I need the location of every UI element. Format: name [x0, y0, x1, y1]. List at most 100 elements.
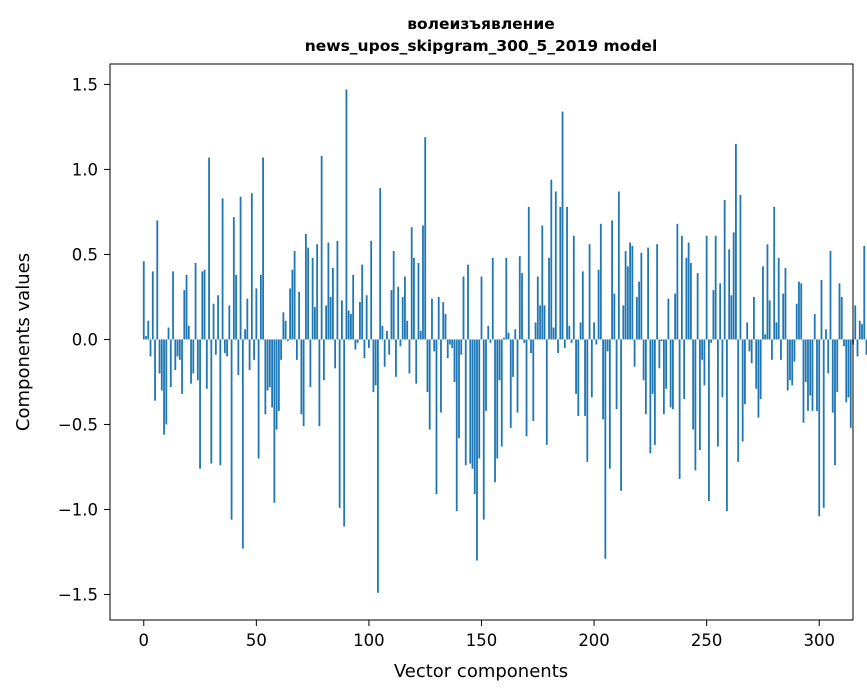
- y-tick-label: −1.5: [58, 585, 98, 604]
- bar: [692, 339, 695, 430]
- bar: [561, 111, 564, 340]
- bar: [372, 339, 375, 393]
- bar: [275, 339, 278, 430]
- bar: [449, 339, 451, 345]
- bar: [361, 264, 364, 340]
- bar: [289, 288, 292, 340]
- bar: [473, 339, 476, 495]
- bar: [613, 293, 616, 340]
- bar: [417, 262, 420, 340]
- bar: [413, 257, 415, 340]
- bar: [415, 339, 418, 384]
- bar: [498, 339, 501, 381]
- bar: [365, 295, 368, 340]
- bar: [563, 339, 566, 348]
- bar: [813, 313, 816, 340]
- bar: [480, 276, 483, 340]
- bar: [708, 339, 710, 501]
- bar: [255, 288, 258, 340]
- bar: [620, 339, 622, 491]
- bar: [755, 339, 758, 389]
- bar: [615, 339, 618, 410]
- bar: [374, 339, 377, 386]
- bar: [836, 339, 839, 393]
- bar: [496, 339, 499, 459]
- bar: [491, 257, 494, 340]
- bar: [458, 339, 460, 439]
- bar: [820, 279, 823, 340]
- y-tick-label: 0.0: [72, 330, 98, 349]
- bar: [717, 339, 719, 447]
- chart-title-line2: news_upos_skipgram_300_5_2019 model: [305, 37, 658, 55]
- bar: [338, 339, 341, 508]
- bar: [629, 242, 631, 340]
- bar: [728, 249, 731, 340]
- bar: [266, 339, 269, 391]
- bar: [829, 251, 832, 340]
- bar: [791, 339, 794, 386]
- bar: [757, 339, 760, 418]
- bar: [509, 339, 512, 428]
- bar: [604, 339, 607, 559]
- bar: [291, 269, 294, 340]
- bar: [611, 220, 613, 340]
- bar: [284, 320, 287, 340]
- bar: [352, 274, 355, 340]
- bar: [487, 325, 490, 340]
- bar: [395, 339, 397, 377]
- bar: [408, 339, 411, 374]
- bar: [822, 339, 825, 508]
- bar: [638, 281, 641, 340]
- bar: [440, 339, 442, 413]
- x-tick-label: 50: [246, 631, 267, 650]
- bar: [295, 339, 298, 360]
- bar: [172, 271, 174, 340]
- bar: [494, 339, 496, 483]
- bar: [160, 339, 163, 391]
- bar: [332, 268, 334, 340]
- bar: [527, 206, 530, 340]
- x-axis-label: Vector components: [394, 661, 568, 682]
- bar: [431, 298, 433, 340]
- bar: [723, 200, 726, 340]
- bar: [701, 339, 704, 360]
- bar: [257, 339, 260, 459]
- bar: [471, 339, 474, 469]
- bar: [422, 225, 424, 340]
- bar: [748, 339, 751, 352]
- bar: [194, 262, 197, 340]
- bar: [464, 339, 467, 466]
- bar: [545, 339, 548, 445]
- bar: [593, 322, 595, 340]
- bar: [532, 339, 535, 422]
- bar: [320, 155, 323, 340]
- bar: [203, 269, 206, 340]
- bar: [196, 339, 199, 381]
- bar: [696, 273, 699, 340]
- bar: [386, 330, 388, 340]
- bar: [631, 245, 634, 340]
- y-axis: −1.5 −1.0 −0.5 0.0 0.5 1.0 1.5: [58, 75, 110, 604]
- bar: [379, 188, 382, 340]
- bar: [735, 143, 737, 340]
- bar: [241, 339, 244, 549]
- bar: [865, 339, 867, 355]
- bar: [156, 220, 159, 340]
- bar: [304, 234, 307, 340]
- bar: [800, 283, 803, 340]
- bar: [455, 339, 458, 512]
- bar: [530, 339, 532, 354]
- bar: [804, 339, 807, 382]
- bar: [730, 295, 733, 340]
- bar: [581, 271, 584, 340]
- bar: [377, 339, 379, 593]
- bar: [345, 89, 348, 340]
- bar: [710, 339, 713, 343]
- bar: [793, 339, 796, 362]
- bar: [789, 339, 791, 381]
- bar: [550, 179, 553, 340]
- bar: [687, 242, 690, 340]
- bar: [766, 244, 769, 340]
- bar: [226, 339, 228, 357]
- bar: [566, 206, 568, 340]
